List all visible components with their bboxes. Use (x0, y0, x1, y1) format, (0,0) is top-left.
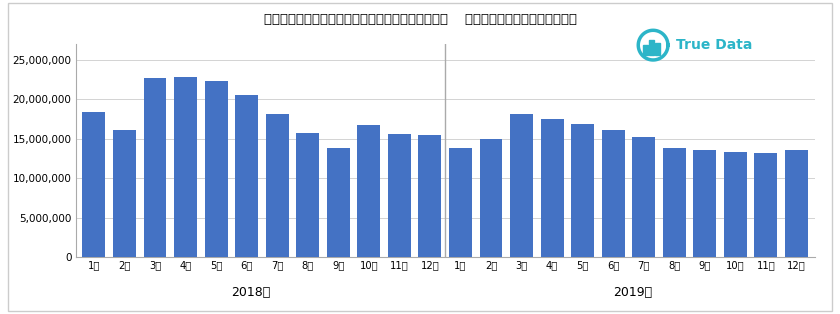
Bar (724, 152, 747, 257)
Bar (174, 77, 197, 257)
Text: 2018年: 2018年 (231, 285, 270, 299)
Bar (449, 148, 472, 257)
Bar (327, 148, 349, 257)
Bar (643, 45, 648, 55)
Bar (633, 137, 655, 257)
Bar (541, 119, 564, 257)
Text: True Data: True Data (676, 38, 753, 52)
Bar (418, 135, 441, 257)
Bar (144, 78, 166, 257)
Bar (388, 134, 411, 257)
Bar (754, 153, 777, 257)
Bar (510, 114, 533, 257)
Bar (649, 40, 654, 55)
Bar (571, 124, 594, 257)
Bar (663, 148, 685, 257)
Bar (601, 130, 625, 257)
Bar (480, 139, 502, 257)
Bar (297, 133, 319, 257)
Bar (357, 125, 381, 257)
Bar (265, 114, 289, 257)
Bar (235, 95, 258, 257)
Bar (82, 112, 105, 257)
Bar (655, 43, 659, 55)
Bar (113, 130, 136, 257)
Bar (693, 150, 717, 257)
Text: 2019年: 2019年 (614, 285, 653, 299)
Text: ドラッグストアのインバウンド消費購買金額の推移    １店舗あたりの売上金額（円）: ドラッグストアのインバウンド消費購買金額の推移 １店舗あたりの売上金額（円） (264, 13, 576, 25)
Bar (785, 150, 808, 257)
Bar (205, 81, 228, 257)
